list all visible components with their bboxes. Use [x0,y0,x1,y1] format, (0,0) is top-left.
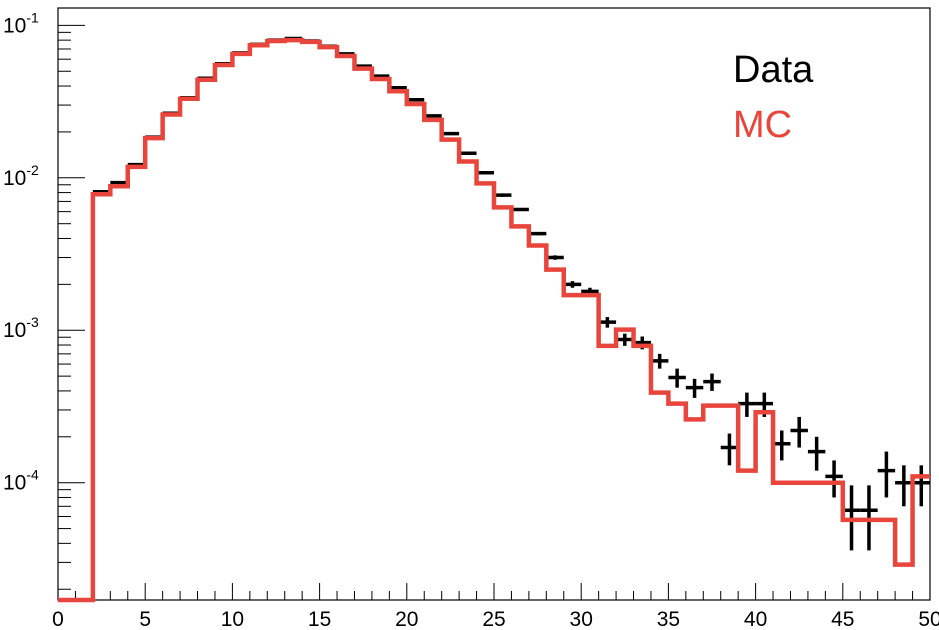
data-point [773,430,791,461]
data-point [807,436,826,471]
y-tick-label: 10-2 [3,162,39,190]
data-point [790,416,808,448]
data-point [912,465,930,507]
y-tick-label: 10-3 [3,314,39,342]
x-axis-tick-labels: 0 5 10 15 20 25 30 35 40 45 50 [52,608,939,630]
legend-entry-data: Data [733,49,814,91]
y-tick-label: 10-1 [3,9,39,37]
data-point [563,281,582,288]
data-point [616,333,634,346]
data-point [371,74,390,78]
mc-histogram-line [58,37,930,603]
y-axis-ticks [58,24,85,590]
data-point [441,131,460,136]
x-tick-label: 30 [570,608,593,630]
data-point [406,98,425,102]
data-point [110,180,128,185]
x-tick-label: 10 [221,608,244,630]
y-tick-label: 10-4 [3,467,39,495]
data-point [738,392,756,417]
data-point [598,317,617,328]
x-tick-label: 40 [744,608,767,630]
x-tick-label: 0 [52,608,64,630]
x-tick-label: 15 [308,608,331,630]
data-point [424,114,442,118]
data-point [650,353,669,369]
x-tick-label: 35 [657,608,680,630]
data-point [459,151,477,155]
data-point [825,460,843,498]
plot-frame [57,7,931,601]
data-point [546,255,564,260]
y-axis-tick-labels: 10-1 10-2 10-3 10-4 [3,9,39,494]
x-tick-label: 45 [831,608,854,630]
legend-entry-mc: MC [733,104,792,146]
data-point [877,451,896,498]
data-point [703,373,721,391]
series-mc-layer [58,37,930,603]
data-point [476,170,494,175]
data-point [528,231,547,236]
data-point [895,465,913,507]
x-tick-label: 5 [139,608,151,630]
x-tick-label: 50 [918,608,939,630]
data-point [685,378,704,398]
data-point [720,433,739,466]
x-axis-ticks [57,583,931,600]
data-point [494,193,512,197]
data-point [668,368,686,388]
data-point [389,85,407,90]
x-tick-label: 20 [395,608,418,630]
data-point [511,207,529,212]
x-tick-label: 25 [482,608,505,630]
legend: Data MC [733,49,814,146]
